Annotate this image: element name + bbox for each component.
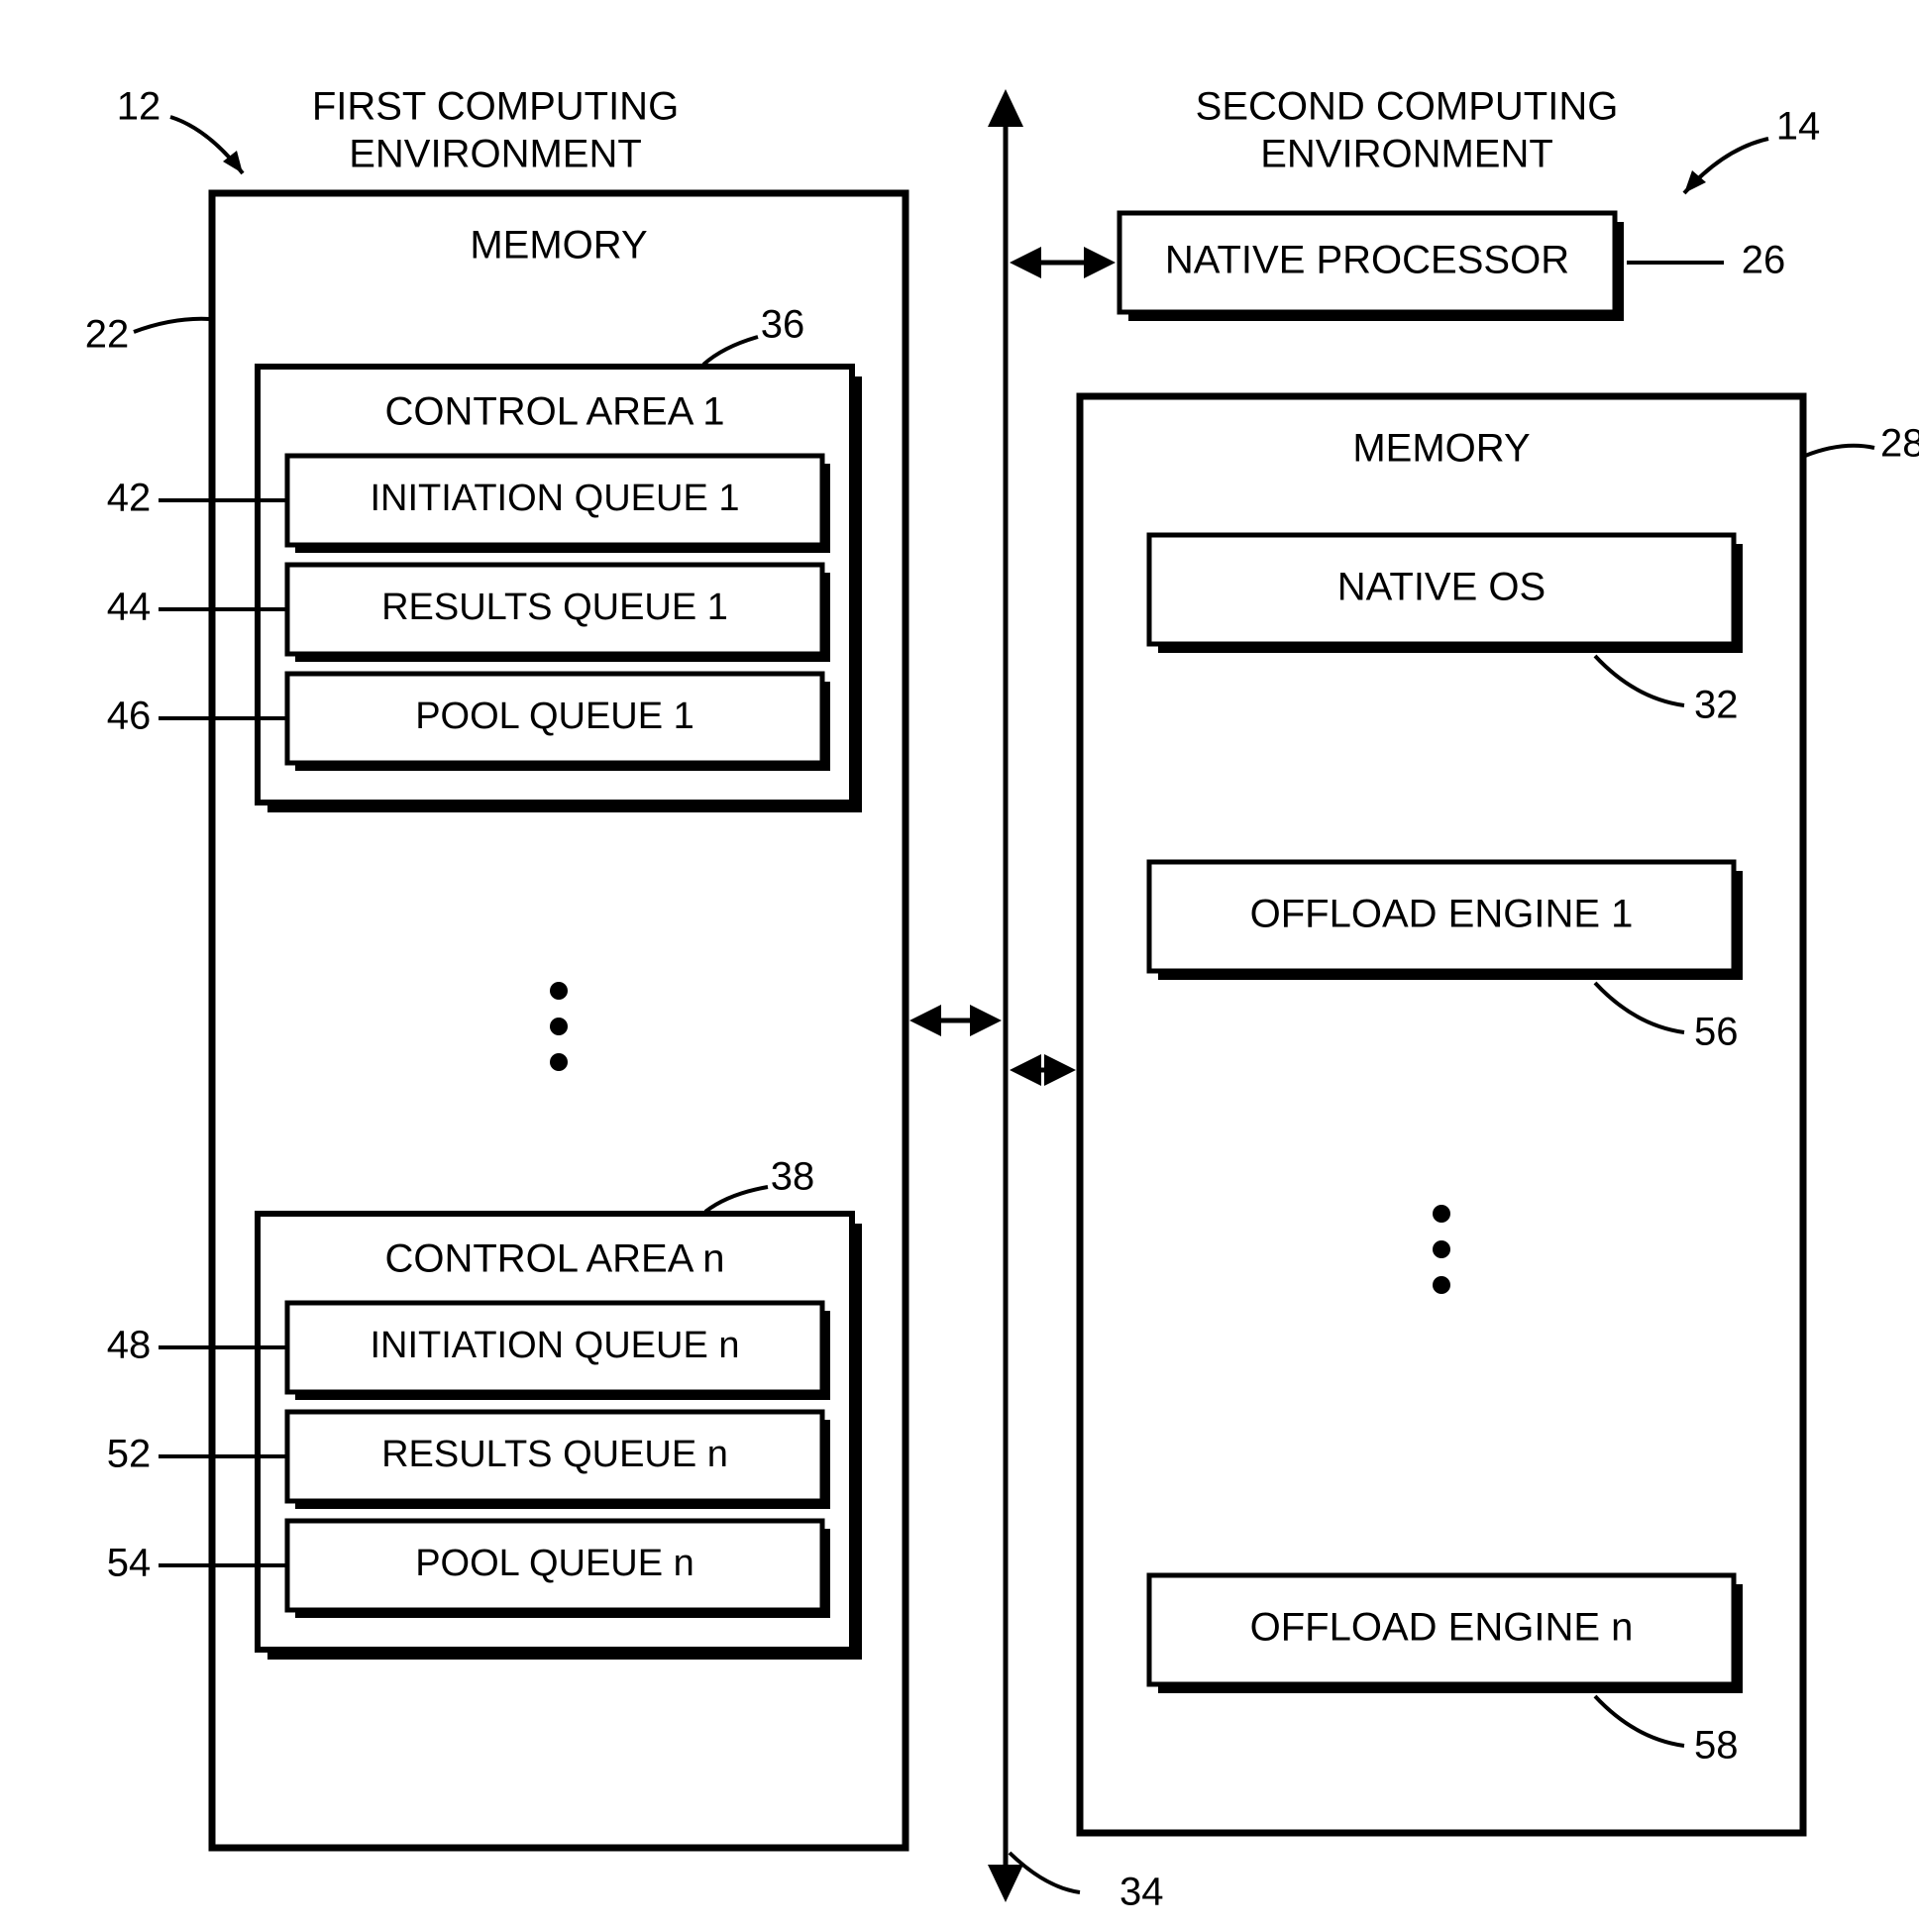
ref-28: 28 [1880, 422, 1919, 466]
ref-26: 26 [1742, 239, 1786, 282]
pool-queue-n: POOL QUEUE n [415, 1543, 694, 1584]
ref-58: 58 [1694, 1724, 1739, 1768]
ref-42: 42 [107, 477, 152, 520]
ref-56: 56 [1694, 1011, 1739, 1054]
memory-left-label: MEMORY [470, 224, 647, 268]
header-left-1: FIRST COMPUTING [312, 85, 679, 129]
results-queue-n: RESULTS QUEUE n [381, 1434, 728, 1475]
ref-54: 54 [107, 1542, 152, 1585]
initiation-queue-1: INITIATION QUEUE 1 [370, 478, 739, 519]
native-processor-label: NATIVE PROCESSOR [1165, 239, 1569, 282]
native-os-label: NATIVE OS [1337, 566, 1546, 609]
ref-52: 52 [107, 1433, 152, 1476]
ref-48: 48 [107, 1324, 152, 1367]
pool-queue-1: POOL QUEUE 1 [415, 696, 694, 737]
header-left-2: ENVIRONMENT [349, 133, 642, 176]
ref-36: 36 [761, 303, 805, 347]
ref-14: 14 [1776, 105, 1821, 149]
results-queue-1: RESULTS QUEUE 1 [381, 587, 728, 628]
ref-44: 44 [107, 586, 152, 629]
ref-46: 46 [107, 695, 152, 738]
control-area-n-label: CONTROL AREA n [384, 1237, 724, 1281]
initiation-queue-n: INITIATION QUEUE n [370, 1325, 739, 1366]
offload-engine-1-label: OFFLOAD ENGINE 1 [1250, 893, 1634, 936]
offload-engine-n-label: OFFLOAD ENGINE n [1250, 1606, 1634, 1650]
header-right-2: ENVIRONMENT [1260, 133, 1553, 176]
ref-32: 32 [1694, 684, 1739, 727]
ref-34: 34 [1119, 1871, 1164, 1914]
memory-right-label: MEMORY [1352, 427, 1530, 471]
ref-12: 12 [117, 85, 161, 129]
ref-38: 38 [771, 1155, 815, 1199]
control-area-1-label: CONTROL AREA 1 [384, 390, 724, 434]
ref-22: 22 [85, 313, 130, 357]
architecture-diagram: FIRST COMPUTINGENVIRONMENTSECOND COMPUTI… [0, 0, 1919, 1932]
header-right-1: SECOND COMPUTING [1196, 85, 1619, 129]
